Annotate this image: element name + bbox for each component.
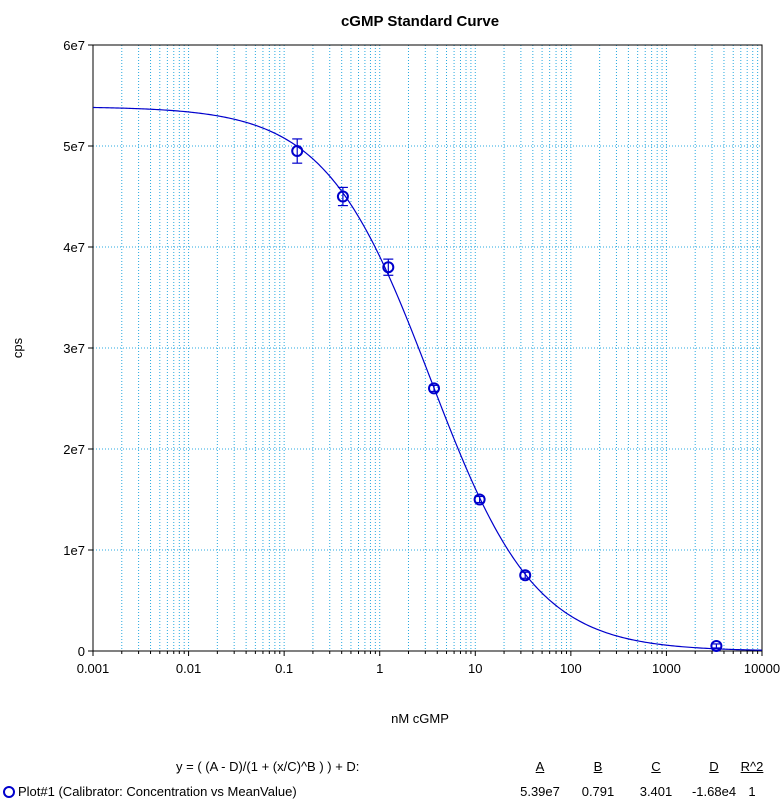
y-tick-label: 5e7: [63, 139, 85, 154]
x-tick-label: 10: [468, 661, 482, 676]
y-axis-label: cps: [10, 337, 25, 358]
fit-equation: y = ( (A - D)/(1 + (x/C)^B ) ) + D:: [176, 759, 360, 774]
data-point: [473, 493, 486, 506]
x-tick-label: 100: [560, 661, 582, 676]
value-c: 3.401: [639, 784, 673, 799]
chart: cGMP Standard Curve 0.001 0.01 0.1 1 10 100 10…: [10, 13, 780, 726]
x-axis: 0.001 0.01 0.1 1 10 100 1000 10000: [77, 651, 780, 676]
header-c: C: [651, 759, 661, 774]
x-tick-label: 10000: [744, 661, 780, 676]
data-points: [291, 138, 723, 652]
data-point: [710, 639, 723, 652]
header-d: D: [709, 759, 719, 774]
value-d: -1.68e4: [691, 784, 737, 799]
data-point: [428, 382, 441, 395]
data-point: [382, 261, 395, 274]
y-tick-label: 3e7: [63, 341, 85, 356]
x-tick-label: 1000: [652, 661, 681, 676]
x-tick-label: 0.01: [176, 661, 201, 676]
x-axis-label: nM cGMP: [391, 711, 449, 726]
fit-curve: [92, 106, 763, 651]
x-tick-label: 0.1: [275, 661, 293, 676]
y-tick-label: 0: [78, 644, 85, 659]
grid: [93, 45, 762, 651]
legend-marker-icon: [3, 786, 15, 798]
x-tick-label: 1: [376, 661, 383, 676]
value-a: 5.39e7: [520, 784, 560, 799]
fit-parameters-table: y = ( (A - D)/(1 + (x/C)^B ) ) + D: A B …: [0, 750, 783, 810]
y-tick-label: 2e7: [63, 442, 85, 457]
header-b: B: [593, 759, 603, 774]
y-tick-label: 4e7: [63, 240, 85, 255]
value-b: 0.791: [581, 784, 615, 799]
chart-title: cGMP Standard Curve: [341, 13, 499, 30]
data-point: [291, 145, 304, 158]
y-tick-label: 6e7: [63, 38, 85, 53]
header-r2: R^2: [740, 759, 764, 774]
x-tick-label: 0.001: [77, 661, 110, 676]
data-point: [519, 569, 532, 582]
y-tick-label: 1e7: [63, 543, 85, 558]
y-axis: 0 1e7 2e7 3e7 4e7 5e7 6e7: [63, 38, 93, 659]
data-point: [336, 190, 349, 203]
value-r2: 1: [748, 784, 756, 799]
header-a: A: [535, 759, 545, 774]
legend-series-label: Plot#1 (Calibrator: Concentration vs Mea…: [18, 784, 297, 799]
